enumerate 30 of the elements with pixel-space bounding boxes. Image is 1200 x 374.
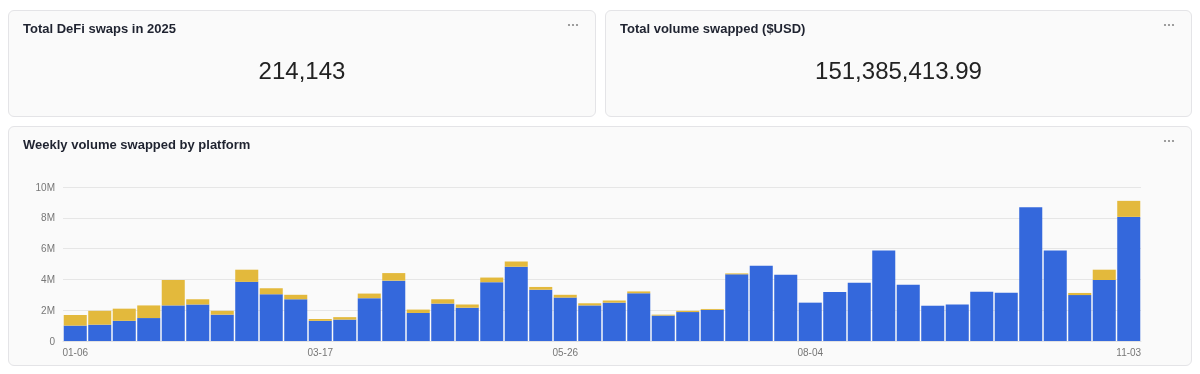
y-tick-label: 6M bbox=[41, 243, 55, 255]
x-tick-label: 05-26 bbox=[552, 346, 579, 358]
x-tick-label: 08-04 bbox=[797, 346, 824, 358]
bar bbox=[382, 273, 406, 281]
y-tick-label: 4M bbox=[41, 273, 55, 285]
text: Total DeFi swaps in 2025 bbox=[23, 21, 176, 36]
bar bbox=[504, 261, 528, 267]
bar bbox=[578, 303, 602, 306]
bar bbox=[431, 299, 455, 304]
bar bbox=[553, 294, 577, 298]
text: 214,143 bbox=[257, 57, 347, 85]
x-tick-label: 11-03 bbox=[1116, 346, 1142, 358]
bar bbox=[602, 300, 626, 303]
bar bbox=[1117, 200, 1141, 217]
text: Total volume swapped ($USD) bbox=[620, 21, 806, 36]
bar bbox=[1092, 269, 1116, 281]
bar bbox=[529, 286, 553, 290]
bar bbox=[259, 288, 283, 295]
bar bbox=[455, 304, 479, 308]
y-tick-label: 0 bbox=[49, 335, 56, 347]
x-tick-label: 01-06 bbox=[62, 346, 89, 358]
bar bbox=[1068, 292, 1092, 296]
text: 151,385,413.99 bbox=[814, 57, 983, 85]
bar bbox=[235, 269, 259, 282]
bar bbox=[210, 310, 234, 315]
x-tick-label: 03-17 bbox=[307, 346, 334, 358]
y-tick-label: 8M bbox=[41, 212, 55, 224]
chart-title: Weekly volume swapped by platform bbox=[23, 137, 251, 152]
y-tick-label: 2M bbox=[41, 304, 55, 316]
y-tick-label: 10M bbox=[35, 181, 55, 193]
